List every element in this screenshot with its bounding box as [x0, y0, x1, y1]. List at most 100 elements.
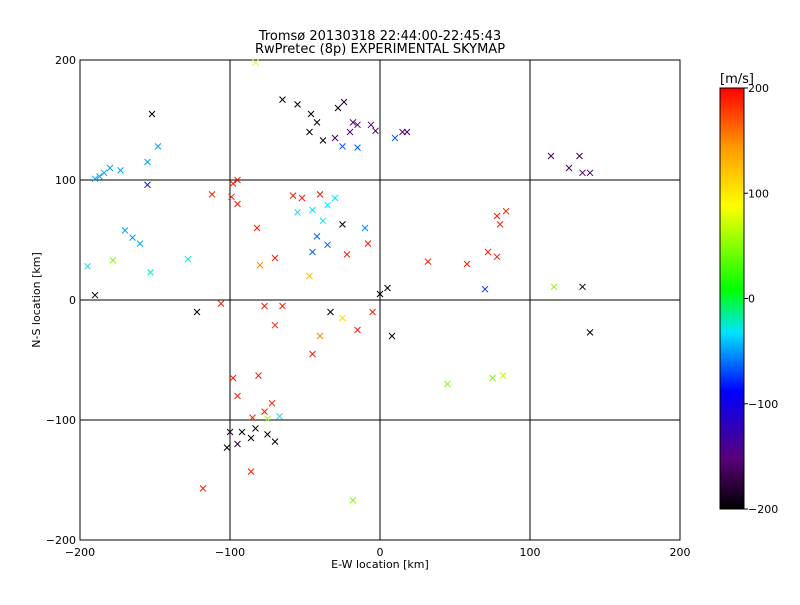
cross-marker: [253, 224, 261, 232]
cross-marker: [576, 152, 583, 160]
cross-marker: [217, 300, 225, 307]
cross-marker: [403, 128, 411, 136]
cross-marker: [340, 98, 348, 106]
cross-marker: [424, 258, 432, 265]
cross-marker: [255, 372, 262, 379]
cross-marker: [463, 260, 471, 268]
y-axis-label: N-S location [km]: [30, 252, 43, 348]
cross-marker: [228, 193, 235, 201]
cross-marker: [496, 221, 504, 228]
colorbar-tick-label: 0: [748, 293, 755, 306]
cross-marker: [247, 468, 255, 475]
x-tick-label: 0: [377, 546, 384, 559]
cross-marker: [84, 263, 91, 270]
cross-marker: [234, 176, 241, 184]
cross-marker: [234, 200, 241, 208]
cross-marker: [109, 257, 117, 264]
cross-marker: [298, 194, 306, 202]
cross-marker: [349, 119, 357, 126]
colorbar-tick-label: 200: [748, 82, 769, 95]
cross-marker: [129, 234, 136, 241]
data-points: [84, 59, 594, 504]
cross-marker: [313, 233, 321, 240]
cross-marker: [369, 308, 376, 316]
cross-marker: [226, 428, 234, 436]
cross-marker: [319, 137, 327, 144]
cross-marker: [346, 128, 354, 136]
cross-marker: [229, 374, 237, 382]
cross-marker: [117, 167, 124, 174]
cross-marker: [339, 143, 346, 150]
y-axis-ticks: −200 −100 0 100 200: [46, 54, 76, 547]
cross-marker: [354, 326, 361, 334]
gridlines: [80, 60, 680, 540]
cross-marker: [276, 413, 283, 420]
cross-marker: [331, 134, 339, 142]
cross-marker: [91, 291, 99, 299]
cross-marker: [247, 434, 255, 442]
cross-marker: [309, 206, 316, 214]
cross-marker: [279, 96, 286, 103]
cross-marker: [391, 134, 399, 142]
colorbar: [719, 87, 745, 510]
cross-marker: [121, 227, 129, 234]
cross-marker: [294, 209, 301, 216]
cross-marker: [91, 175, 99, 183]
cross-marker: [238, 428, 246, 436]
cross-marker: [271, 321, 279, 329]
cross-marker: [331, 194, 339, 202]
cross-marker: [502, 207, 510, 215]
x-axis-ticks: −200 −100 0 100 200: [65, 546, 691, 559]
cross-marker: [252, 425, 259, 432]
cross-marker: [289, 192, 297, 199]
cross-marker: [264, 431, 271, 438]
cross-marker: [354, 121, 361, 129]
cross-marker: [324, 241, 331, 249]
cross-marker: [234, 440, 241, 448]
x-tick-label: −200: [65, 546, 95, 559]
x-tick-label: −100: [215, 546, 245, 559]
cross-marker: [481, 285, 489, 293]
cross-marker: [334, 104, 342, 112]
cross-marker: [324, 201, 331, 209]
cross-marker: [309, 248, 316, 256]
chart-title: Tromsø 20130318 22:44:00-22:45:43: [258, 29, 501, 44]
colorbar-tick-label: −200: [748, 503, 778, 516]
cross-marker: [376, 290, 384, 298]
cross-marker: [249, 414, 256, 421]
cross-marker: [489, 374, 496, 382]
colorbar-tick-label: 100: [748, 187, 769, 200]
x-tick-label: 100: [520, 546, 541, 559]
cross-marker: [106, 164, 114, 172]
chart-subtitle: RwPretec (8p) EXPERIMENTAL SKYMAP: [255, 42, 505, 57]
cross-marker: [306, 272, 313, 280]
cross-marker: [223, 444, 231, 451]
cross-marker: [565, 164, 573, 172]
cross-marker: [339, 221, 346, 228]
cross-marker: [493, 212, 501, 220]
cross-marker: [444, 380, 451, 388]
colorbar-ticks: 200 100 0 −100 −200: [744, 82, 778, 516]
cross-marker: [364, 240, 372, 247]
cross-marker: [271, 438, 279, 445]
cross-marker: [327, 308, 334, 316]
cross-marker: [361, 224, 369, 232]
cross-marker: [316, 191, 324, 198]
cross-marker: [484, 248, 492, 256]
cross-marker: [493, 253, 501, 261]
cross-marker: [319, 217, 327, 225]
y-tick-label: −200: [46, 534, 76, 547]
cross-marker: [234, 392, 241, 400]
cross-marker: [144, 158, 151, 166]
cross-marker: [148, 110, 156, 118]
cross-marker: [100, 169, 108, 177]
cross-marker: [96, 173, 103, 180]
cross-marker: [388, 332, 396, 340]
x-tick-label: 200: [670, 546, 691, 559]
cross-marker: [313, 119, 321, 126]
cross-marker: [579, 283, 586, 291]
cross-marker: [264, 415, 271, 423]
cross-marker: [261, 302, 268, 310]
